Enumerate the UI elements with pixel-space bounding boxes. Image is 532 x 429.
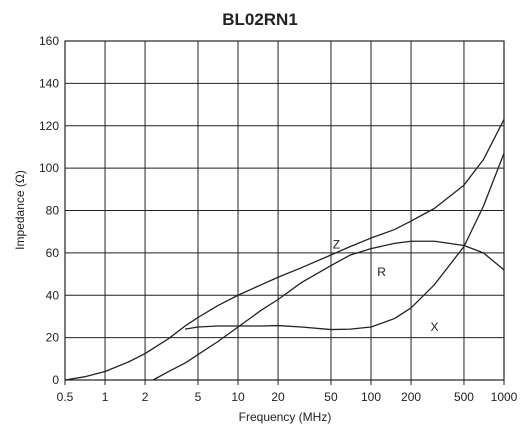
y-tick-label: 160 xyxy=(39,34,59,48)
series-label-x: X xyxy=(430,320,438,334)
x-tick-label: 2 xyxy=(142,390,149,404)
series-label-z: Z xyxy=(333,237,340,251)
x-tick-label: 50 xyxy=(324,390,338,404)
grid xyxy=(64,40,505,385)
y-tick-label: 100 xyxy=(39,161,59,175)
y-tick-label: 40 xyxy=(46,288,60,302)
y-tick-label: 0 xyxy=(52,373,59,387)
x-tick-label: 5 xyxy=(195,390,202,404)
x-tick-label: 1 xyxy=(102,390,109,404)
x-tick-label: 10 xyxy=(231,390,245,404)
x-axis-label: Frequency (MHz) xyxy=(239,410,332,424)
y-axis-label: Impedance (Ω) xyxy=(13,170,27,250)
plot-frame xyxy=(64,40,505,381)
x-tick-label: 0.5 xyxy=(57,390,74,404)
series-label-r: R xyxy=(377,265,386,279)
x-tick-label: 500 xyxy=(454,390,474,404)
series-labels: Z R X xyxy=(333,237,439,334)
y-tick-label: 120 xyxy=(39,119,59,133)
x-axis-ticks: 0.5 1 2 5 10 20 50 100 200 500 1000 xyxy=(57,390,518,404)
series-lines xyxy=(64,119,505,381)
chart-title: BL02RN1 xyxy=(222,10,298,29)
x-tick-label: 20 xyxy=(271,390,285,404)
series-line-z xyxy=(64,119,505,381)
y-tick-label: 60 xyxy=(46,246,60,260)
x-tick-label: 100 xyxy=(361,390,381,404)
y-axis-ticks: 0 20 40 60 80 100 120 140 160 xyxy=(39,34,59,387)
series-line-x xyxy=(184,153,505,331)
x-tick-label: 200 xyxy=(401,390,421,404)
series-line-r xyxy=(152,240,505,381)
y-tick-label: 140 xyxy=(39,76,59,90)
y-tick-label: 20 xyxy=(46,331,60,345)
y-tick-label: 80 xyxy=(46,204,60,218)
x-tick-label: 1000 xyxy=(491,390,518,404)
